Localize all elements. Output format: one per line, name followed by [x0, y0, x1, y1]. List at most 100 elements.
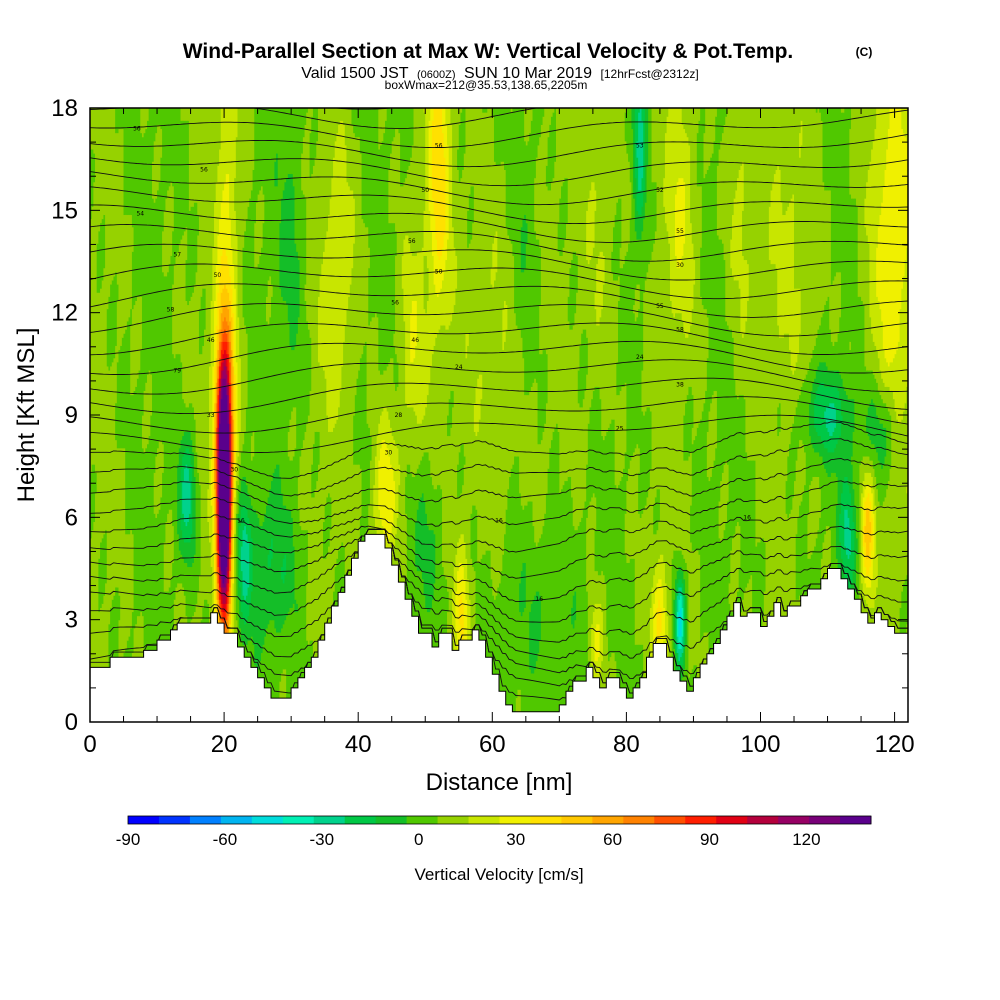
velocity-cell	[470, 238, 473, 514]
velocity-cell	[435, 488, 438, 694]
pot-temp-contour	[90, 528, 908, 603]
velocity-cell	[559, 108, 562, 199]
colorbar-swatch	[220, 816, 253, 824]
velocity-cell	[561, 108, 564, 187]
x-tick-label: 120	[875, 731, 915, 758]
velocity-cell	[188, 451, 192, 482]
velocity-cell	[453, 108, 457, 248]
velocity-cell	[396, 447, 400, 518]
velocity-cell	[403, 238, 406, 322]
velocity-cell	[586, 517, 589, 592]
velocity-cell	[738, 394, 741, 527]
velocity-cell	[443, 157, 446, 236]
velocity-cell	[782, 337, 785, 690]
velocity-cell	[705, 390, 708, 633]
velocity-cell	[334, 423, 338, 568]
velocity-cell	[499, 165, 502, 584]
velocity-cell	[321, 263, 324, 367]
velocity-cell	[195, 451, 198, 604]
velocity-cell	[809, 402, 812, 437]
velocity-cell	[215, 574, 218, 600]
velocity-cell	[586, 591, 589, 722]
velocity-cell	[633, 451, 636, 559]
velocity-cell	[825, 108, 829, 191]
velocity-cell	[229, 603, 232, 625]
pot-temp-contour	[90, 340, 908, 375]
velocity-cell	[681, 320, 684, 555]
velocity-cell	[847, 108, 850, 400]
velocity-cell	[215, 108, 218, 183]
colorbar-swatch	[654, 816, 686, 824]
velocity-cell	[871, 492, 874, 518]
velocity-cell	[725, 460, 728, 523]
velocity-cell	[235, 480, 239, 514]
velocity-cell	[131, 108, 135, 228]
velocity-cell	[552, 431, 555, 722]
velocity-cell	[282, 558, 286, 584]
velocity-cell	[369, 460, 373, 596]
velocity-cell	[871, 578, 874, 608]
velocity-cell	[222, 320, 225, 334]
velocity-cell	[433, 582, 436, 670]
velocity-cell	[306, 423, 309, 531]
velocity-cell	[237, 316, 240, 457]
velocity-cell	[768, 108, 772, 207]
velocity-cell	[683, 128, 686, 183]
velocity-cell	[638, 513, 641, 645]
velocity-cell	[188, 566, 192, 625]
velocity-cell	[698, 185, 701, 424]
velocity-cell	[530, 108, 534, 121]
velocity-cell	[512, 108, 515, 256]
velocity-cell	[532, 382, 535, 527]
velocity-cell	[512, 464, 515, 722]
velocity-cell	[200, 353, 203, 621]
velocity-cell	[428, 210, 431, 383]
velocity-cell	[431, 198, 435, 256]
velocity-cell	[227, 263, 230, 293]
velocity-cell	[515, 455, 519, 699]
velocity-cell	[799, 108, 802, 134]
velocity-cell	[827, 108, 830, 191]
velocity-cell	[187, 406, 190, 432]
velocity-cell	[436, 108, 440, 256]
velocity-cell	[676, 595, 679, 613]
velocity-cell	[658, 578, 661, 600]
velocity-cell	[143, 451, 146, 722]
velocity-cell	[624, 513, 627, 555]
velocity-cell	[165, 108, 168, 199]
velocity-cell	[612, 226, 616, 281]
velocity-cell	[683, 578, 686, 596]
pot-temp-contour	[90, 283, 908, 318]
velocity-cell	[877, 419, 881, 461]
velocity-cell	[777, 108, 780, 166]
velocity-cell	[706, 108, 710, 170]
velocity-cell	[247, 206, 250, 494]
velocity-cell	[291, 460, 294, 518]
velocity-cell	[220, 292, 224, 314]
velocity-cell	[906, 484, 908, 494]
velocity-cell	[457, 570, 460, 649]
velocity-cell	[396, 386, 400, 449]
velocity-cell	[579, 108, 582, 347]
velocity-cell	[882, 427, 886, 465]
velocity-cell	[120, 108, 123, 130]
velocity-cell	[624, 554, 627, 711]
velocity-cell	[334, 140, 338, 424]
velocity-cell	[430, 108, 433, 232]
pot-temp-contour	[90, 109, 908, 149]
velocity-cell	[418, 570, 421, 678]
velocity-cell	[418, 500, 421, 572]
velocity-cell	[207, 488, 210, 523]
velocity-cell	[708, 108, 711, 166]
velocity-cell	[866, 431, 869, 457]
velocity-cell	[686, 460, 690, 572]
velocity-cell	[653, 108, 656, 183]
velocity-cell	[281, 627, 284, 674]
velocity-cell	[839, 316, 842, 375]
velocity-cell	[477, 108, 480, 379]
velocity-cell	[296, 603, 299, 613]
velocity-cell	[225, 582, 229, 592]
velocity-cell	[314, 157, 317, 432]
velocity-cell	[339, 545, 343, 621]
velocity-cell	[103, 595, 106, 722]
